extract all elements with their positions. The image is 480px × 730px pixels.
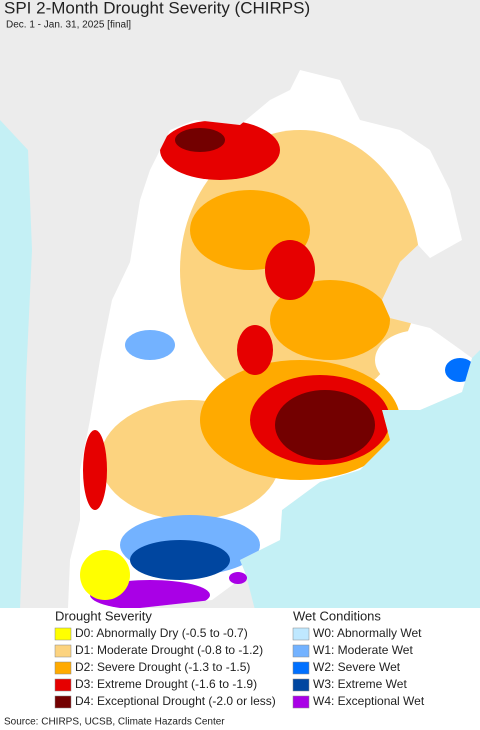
- legend-swatch: [54, 678, 72, 692]
- island: [229, 572, 247, 584]
- legend-swatch: [292, 678, 310, 692]
- legend-label: W1: Moderate Wet: [313, 643, 413, 657]
- title: SPI 2-Month Drought Severity (CHIRPS): [4, 0, 310, 17]
- legend-swatch: [292, 695, 310, 709]
- legend-swatch: [292, 661, 310, 675]
- legend-label: W4: Exceptional Wet: [313, 694, 425, 708]
- legend-swatch: [292, 627, 310, 641]
- legend-label: D0: Abnormally Dry (-0.5 to -0.7): [75, 626, 248, 640]
- legend-swatch: [54, 644, 72, 658]
- legend-swatch: [54, 695, 72, 709]
- legend-swatch: [292, 644, 310, 658]
- legend-label: D1: Moderate Drought (-0.8 to -1.2): [75, 643, 263, 657]
- legend-panel: [0, 608, 480, 730]
- subtitle: Dec. 1 - Jan. 31, 2025 [final]: [6, 20, 131, 31]
- legend-title: Wet Conditions: [293, 608, 381, 623]
- legend-swatch: [54, 661, 72, 675]
- legend-label: W2: Severe Wet: [313, 660, 401, 674]
- legend-label: D4: Exceptional Drought (-2.0 or less): [75, 694, 276, 708]
- map: [0, 0, 480, 610]
- legend-label: D3: Extreme Drought (-1.6 to -1.9): [75, 677, 257, 691]
- legend-label: W3: Extreme Wet: [313, 677, 407, 691]
- source: Source: CHIRPS, UCSB, Climate Hazards Ce…: [4, 717, 225, 728]
- legend-label: W0: Abnormally Wet: [313, 626, 422, 640]
- legend-title: Drought Severity: [55, 608, 152, 623]
- legend-label: D2: Severe Drought (-1.3 to -1.5): [75, 660, 250, 674]
- legend-swatch: [54, 627, 72, 641]
- atlantic-ocean: [240, 350, 480, 610]
- pacific-ocean: [0, 120, 32, 610]
